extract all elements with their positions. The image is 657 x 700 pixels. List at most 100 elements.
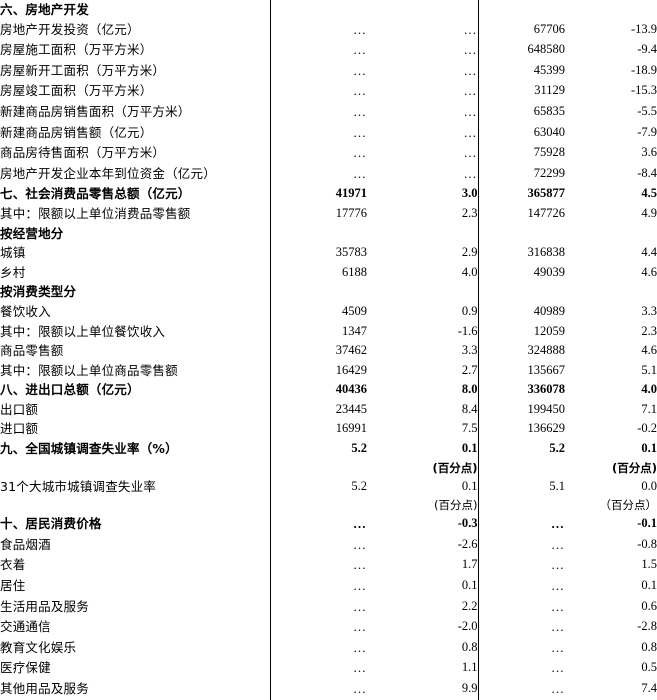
table-row: 其中：限额以上单位消费品零售额 17776 2.3 147726 4.9 [0,203,657,224]
cell-value: … [353,578,367,594]
cell-value: -5.5 [637,103,657,118]
value-month-growth: 0.8 [367,637,479,659]
cell-value: 12059 [533,323,565,338]
cell-value: 7.5 [461,421,478,436]
row-label: 衣着 [0,557,26,573]
row-label: 31个大城市城镇调查失业率 [0,478,157,494]
value-cumulative-absolute: 5.1 [477,476,565,515]
cell-value: … [551,536,565,552]
table-row: 房地产开发投资（亿元） … … 67706 -13.9 [0,19,657,41]
cell-value: 316838 [527,245,566,260]
cell-value: 8.0 [461,382,478,397]
table-row: 新建商品房销售额（亿元） … … 63040 -7.9 [0,122,657,144]
cell-value: … [353,21,367,37]
cell-value: … [463,145,478,161]
cell-value: 147726 [527,205,566,220]
cell-value: 23445 [335,401,367,416]
cell-value: 63040 [533,124,565,139]
value-cumulative-absolute: 31129 [477,81,565,102]
value-month-growth [367,223,479,244]
value-cumulative-absolute: 648580 [477,40,565,61]
cell-value: 4509 [342,303,367,318]
row-label: 出口额 [0,401,39,417]
cell-value: … [463,103,478,119]
value-month-growth [367,282,479,302]
cell-value: … [353,124,367,140]
cell-value: -0.2 [637,421,657,436]
value-cumulative-absolute: … [477,617,565,638]
row-label: 房地产开发企业本年到位资金（亿元） [0,165,216,181]
value-month-growth: 2.3 [367,203,479,224]
cell-value: 7.4 [641,681,657,695]
value-cumulative-growth: 0.6 [565,597,657,618]
value-cumulative-absolute: 5.2 [477,439,565,477]
value-month-growth: -1.6 [367,321,479,342]
cell-value: … [353,145,367,161]
value-month-absolute [269,282,367,302]
cell-value: … [353,639,367,655]
cell-value: 31129 [534,83,565,98]
cell-value: 2.2 [461,598,478,613]
cell-value: -1.6 [457,323,478,338]
cell-value: … [551,578,565,594]
cell-value: 2.3 [461,205,478,220]
cell-value: -9.4 [637,42,657,57]
value-month-absolute: … [269,163,367,185]
row-label: 城镇 [0,245,26,261]
value-cumulative-growth: -7.9 [565,123,657,144]
table-row: 新建商品房销售面积（万平方米） … … 65835 -5.5 [0,101,657,123]
table-row: 进口额 16991 7.5 136629 -0.2 [0,419,657,440]
value-cumulative-growth [565,282,657,302]
table-row: 商品零售额 37462 3.3 324888 4.6 [0,341,657,361]
cell-value: 0.6 [641,598,657,613]
cell-value: -2.6 [457,536,478,551]
cell-value: 41971 [335,186,367,201]
cell-value: -0.1 [637,516,657,531]
value-month-absolute: 40436 [269,380,367,400]
table-row: 六、房地产开发 [0,0,657,20]
cell-value: … [551,681,565,696]
cell-value: 3.3 [461,343,478,358]
value-cumulative-growth: -0.2 [565,419,657,439]
cell-value: -18.9 [630,62,657,77]
cell-value: … [463,62,478,78]
table-row: 城镇 35783 2.9 316838 4.4 [0,243,657,263]
row-label: 按经营地分 [0,225,64,241]
cell-value: … [551,516,565,532]
value-month-growth: -2.6 [367,534,479,556]
row-label: 交通通信 [0,619,51,635]
value-cumulative-growth: 4.6 [565,263,657,283]
value-month-absolute: … [269,596,367,618]
value-cumulative-growth: 4.5 [565,184,657,204]
value-month-growth: … [367,163,479,185]
table-row: 房屋施工面积（万平方米） … … 648580 -9.4 [0,40,657,61]
value-month-growth: 0.1 [367,576,479,597]
table-row: 按消费类型分 [0,282,657,302]
cell-value: -0.3 [457,516,478,531]
value-month-absolute: 17776 [269,203,367,224]
value-month-absolute: 35783 [269,243,367,263]
value-cumulative-absolute: 365877 [477,184,565,204]
cell-value: … [353,619,367,635]
value-month-growth [367,0,479,20]
row-label: 十、居民消费价格 [0,516,102,532]
cell-value: 1.1 [461,660,478,675]
cell-value: … [353,598,367,614]
value-cumulative-growth: 3.6 [565,143,657,164]
value-cumulative-growth: 3.3 [565,302,657,322]
value-cumulative-absolute: 72299 [477,163,565,185]
table-row: 八、进出口总额（亿元） 40436 8.0 336078 4.0 [0,380,657,400]
value-cumulative-growth: 7.1 [565,400,657,420]
cell-value: 4.6 [641,343,657,358]
cell-value: 3.6 [641,145,657,160]
cell-value: 0.1 [461,478,478,493]
value-cumulative-absolute: … [477,658,565,679]
cell-value: 2.3 [641,323,657,338]
cell-value: 1.7 [461,557,478,572]
value-month-growth: 0.1 (百分点) [367,476,479,515]
value-cumulative-growth: -9.4 [565,40,657,61]
value-month-absolute: 23445 [269,399,367,420]
row-label: 七、社会消费品零售总额（亿元） [0,186,191,202]
cell-value: 135667 [527,362,566,377]
row-label: 餐饮收入 [0,303,51,319]
